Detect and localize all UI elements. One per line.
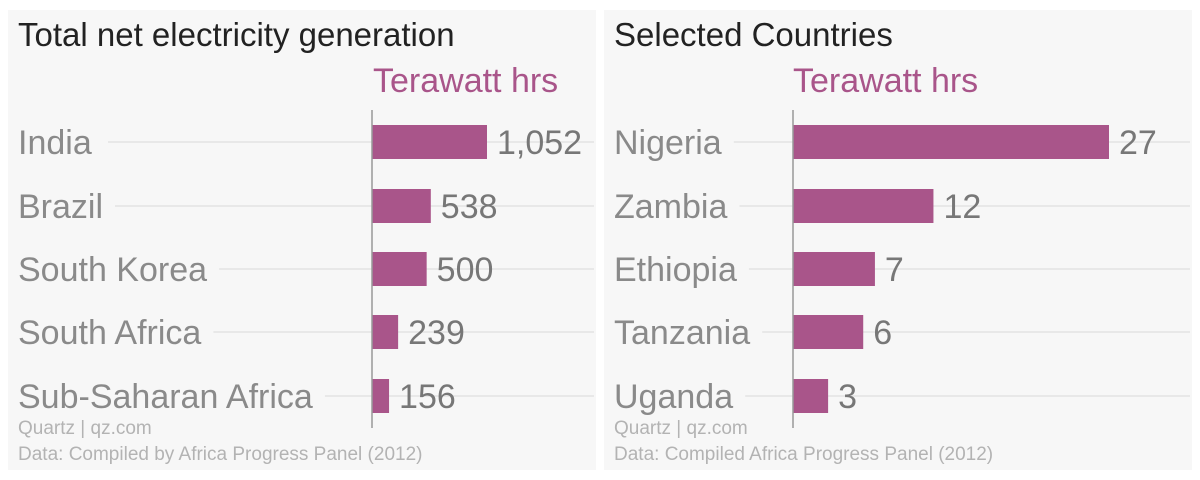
chart-panel-selected-countries: Selected Countries Terawatt hrs Nigeria 2… — [604, 10, 1192, 470]
category-label: Zambia — [614, 188, 727, 226]
bar — [372, 315, 399, 349]
chart-title: Selected Countries — [614, 16, 893, 53]
source-note: Data: Compiled Africa Progress Panel (20… — [614, 444, 994, 465]
category-label: Tanzania — [614, 314, 750, 352]
category-label: Nigeria — [614, 124, 722, 162]
label-background — [612, 188, 740, 226]
category-label: India — [18, 124, 92, 162]
credit-text: Quartz | qz.com — [614, 418, 748, 439]
unit-label: Terawatt hrs — [793, 62, 979, 100]
label-background — [16, 188, 116, 226]
value-label: 538 — [441, 188, 498, 226]
bar — [372, 252, 427, 286]
value-label: 156 — [399, 378, 456, 416]
bar-chart-svg: Nigeria 27 Zambia 12 Ethiopia 7 Tanzania 6 Ugand… — [612, 110, 1190, 428]
category-label: South Korea — [18, 251, 207, 289]
value-label: 500 — [437, 251, 494, 289]
label-background — [612, 251, 749, 289]
bar — [793, 379, 829, 413]
source-note: Data: Compiled by Africa Progress Panel … — [18, 444, 423, 465]
bar — [793, 189, 934, 223]
category-label: Brazil — [18, 188, 103, 226]
category-label: Sub-Saharan Africa — [18, 378, 313, 416]
value-label: 6 — [873, 314, 892, 352]
bar — [372, 189, 431, 223]
bar — [372, 379, 390, 413]
label-background — [16, 251, 220, 289]
bar — [372, 125, 487, 159]
value-label: 7 — [885, 251, 904, 289]
bar — [793, 252, 875, 286]
bar — [793, 315, 864, 349]
label-background — [612, 124, 734, 162]
category-label: Ethiopia — [614, 251, 737, 289]
value-label: 1,052 — [497, 124, 582, 162]
value-label: 239 — [408, 314, 465, 352]
label-background — [612, 378, 746, 416]
category-label: South Africa — [18, 314, 201, 352]
credit-text: Quartz | qz.com — [18, 418, 152, 439]
bar — [793, 125, 1109, 159]
unit-label: Terawatt hrs — [373, 62, 559, 100]
bar-chart-svg: India 1,052 Brazil 538 South Korea 500 South A… — [16, 110, 594, 428]
label-background — [16, 314, 214, 352]
chart-panel-electricity-generation: Total net electricity generation Terawat… — [8, 10, 596, 470]
value-label: 12 — [943, 188, 981, 226]
chart-title: Total net electricity generation — [18, 16, 455, 53]
value-label: 3 — [838, 378, 857, 416]
label-background — [16, 378, 325, 416]
category-label: Uganda — [614, 378, 733, 416]
value-label: 27 — [1119, 124, 1157, 162]
label-background — [16, 124, 104, 162]
label-background — [612, 314, 763, 352]
